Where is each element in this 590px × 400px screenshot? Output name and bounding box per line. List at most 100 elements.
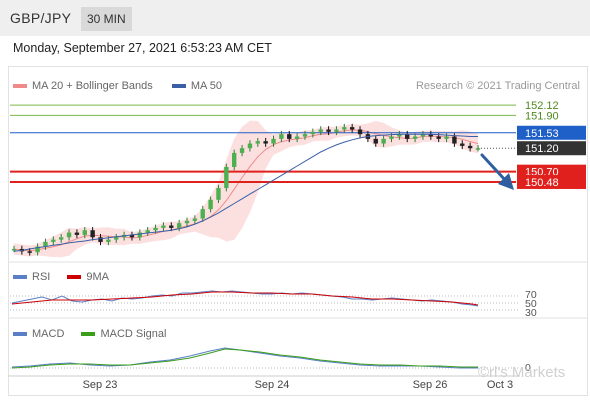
candle-body-36 — [294, 136, 300, 139]
candle-body-30 — [247, 143, 253, 149]
candle-body-54 — [436, 136, 441, 139]
legend-swatch-rsi — [13, 275, 27, 280]
candle-body-28 — [232, 152, 237, 167]
candle-body-19 — [161, 225, 166, 228]
legend-swatch-9ma — [67, 275, 82, 280]
rsi-label-50: 50 — [525, 298, 537, 310]
timeframe-button[interactable]: 30 MIN — [81, 7, 132, 31]
candle-body-41 — [334, 129, 339, 132]
candle-body-25 — [208, 199, 213, 210]
candle-body-44 — [357, 129, 363, 135]
candle-body-38 — [310, 131, 316, 135]
x-label-oct3: Oct 3 — [487, 379, 513, 391]
macd-label-zero: 0 — [525, 362, 531, 374]
forecast-arrow-shaft — [480, 153, 508, 183]
forecast-arrow-head — [498, 173, 514, 190]
candle-body-58 — [467, 145, 473, 149]
candle-body-0 — [11, 248, 17, 251]
forecast-arrow-icon — [480, 153, 514, 190]
candle-body-22 — [184, 220, 190, 224]
candle-body-3 — [35, 246, 40, 253]
candle-body-12 — [106, 239, 111, 242]
candle-body-6 — [58, 237, 64, 240]
candle-body-17 — [145, 230, 150, 233]
candle-body-2 — [27, 251, 32, 253]
candle-body-10 — [90, 230, 95, 238]
legend-swatch-bollinger — [13, 84, 27, 89]
ma50-line — [13, 133, 478, 252]
candle-body-49 — [397, 134, 402, 137]
level-label-0: 152.12 — [525, 100, 559, 112]
level-tag-2 — [517, 125, 586, 140]
header-bar: GBP/JPY 30 MIN — [0, 0, 590, 36]
legend-label-rsi: RSI — [32, 271, 51, 283]
level-label-2: 151.53 — [525, 128, 559, 140]
chart-frame — [8, 66, 588, 396]
bollinger-bands — [13, 120, 479, 258]
legend-swatch-macd-signal — [81, 332, 96, 337]
candle-body-51 — [412, 136, 418, 139]
candle-body-48 — [389, 136, 394, 139]
candle-body-23 — [192, 218, 198, 221]
legend-label-macd-signal: MACD Signal — [100, 328, 167, 340]
candle-body-9 — [82, 230, 87, 235]
candle-body-42 — [342, 127, 347, 130]
candle-body-33 — [271, 138, 276, 144]
candle-body-35 — [287, 134, 292, 139]
level-tag-3 — [517, 141, 586, 156]
copyright-text: Research © 2021 Trading Central — [415, 80, 580, 92]
candle-body-15 — [129, 234, 135, 238]
x-label-sep24: Sep 24 — [255, 379, 290, 391]
candle-body-57 — [460, 143, 465, 146]
ma50-polyline — [13, 133, 478, 252]
level-label-1: 151.90 — [525, 110, 559, 122]
candle-body-16 — [137, 232, 143, 238]
candle-body-46 — [373, 138, 378, 144]
candle-body-50 — [405, 134, 410, 139]
x-label-sep26: Sep 26 — [413, 379, 448, 391]
candle-body-24 — [200, 209, 205, 219]
candle-body-8 — [74, 232, 80, 235]
x-label-sep23: Sep 23 — [83, 379, 118, 391]
rsi-line — [11, 290, 479, 307]
candle-body-11 — [98, 237, 103, 242]
level-label-5: 150.48 — [525, 177, 559, 189]
legend-label-bollinger: MA 20 + Bollinger Bands — [32, 80, 153, 92]
candle-body-59 — [475, 148, 481, 150]
candle-body-43 — [349, 127, 355, 130]
candle-body-52 — [420, 134, 426, 137]
rsi-9ma-line — [11, 291, 479, 306]
legend-label-ma50: MA 50 — [190, 80, 223, 92]
candle-body-29 — [239, 148, 245, 153]
price-levels — [10, 104, 516, 183]
candle-body-55 — [444, 136, 449, 139]
candle-body-47 — [381, 138, 386, 144]
candle-body-26 — [216, 188, 221, 200]
chart-datetime: Monday, September 27, 2021 6:53:23 AM CE… — [13, 41, 272, 55]
legend-swatch-ma50 — [171, 84, 186, 89]
candle-body-27 — [224, 166, 229, 189]
macd-signal-line — [11, 348, 478, 369]
candle-body-40 — [326, 129, 331, 132]
bollinger-band-fill — [14, 120, 478, 258]
rsi-label-30: 30 — [525, 307, 537, 319]
candle-body-32 — [263, 141, 268, 144]
level-tag-5 — [517, 174, 586, 189]
candle-body-5 — [51, 239, 56, 242]
candle-body-31 — [255, 141, 260, 144]
candle-body-7 — [66, 232, 72, 238]
rsi-label-70: 70 — [525, 289, 537, 301]
legend-label-9ma: 9MA — [86, 271, 110, 283]
legend-label-macd: MACD — [32, 328, 65, 340]
candle-body-34 — [279, 134, 284, 139]
macd-legend: MACD MACD Signal — [13, 328, 166, 340]
rsi-legend: RSI 9MA — [13, 271, 109, 283]
candle-body-18 — [153, 227, 158, 231]
candle-body-4 — [43, 241, 48, 247]
candle-body-21 — [176, 223, 182, 228]
candle-body-39 — [318, 129, 323, 132]
candle-body-13 — [114, 237, 119, 240]
level-label-3: 151.20 — [525, 143, 559, 155]
candle-body-20 — [169, 225, 174, 228]
